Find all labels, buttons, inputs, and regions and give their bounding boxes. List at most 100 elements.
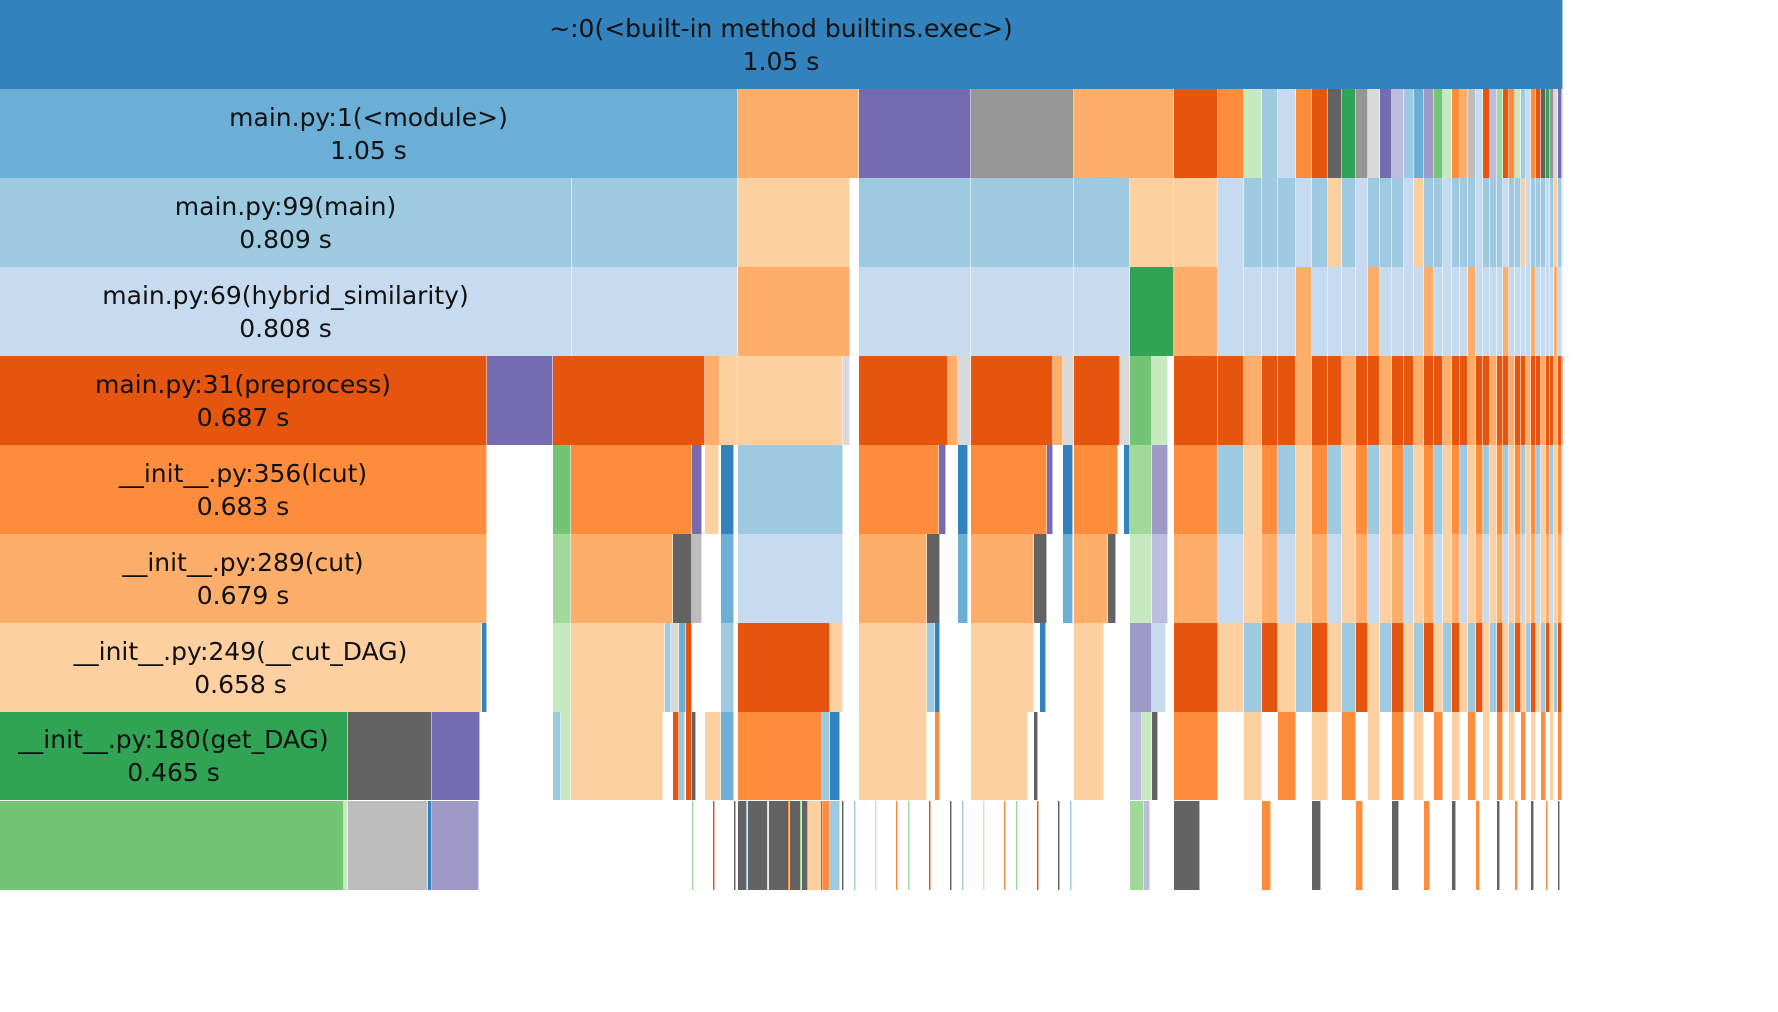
flame-frame[interactable] [1047, 445, 1053, 534]
flame-frame[interactable] [553, 534, 571, 623]
flame-frame[interactable] [1546, 267, 1550, 356]
flame-frame[interactable] [1554, 623, 1558, 712]
flame-frame[interactable] [1392, 356, 1404, 445]
flame-frame[interactable] [1443, 623, 1452, 712]
flame-frame[interactable] [1550, 178, 1554, 267]
flame-frame[interactable] [432, 801, 479, 890]
flame-frame[interactable] [971, 267, 1074, 356]
flame-frame[interactable] [1152, 534, 1168, 623]
flame-frame[interactable] [1562, 356, 1563, 445]
flame-frame[interactable] [1074, 89, 1174, 178]
flame-frame[interactable] [1460, 267, 1468, 356]
flame-frame[interactable] [1541, 712, 1546, 800]
flame-frame[interactable] [1483, 712, 1490, 800]
flame-frame[interactable] [1278, 623, 1296, 712]
flame-frame[interactable] [1468, 445, 1476, 534]
flame-frame[interactable] [800, 801, 802, 890]
flame-frame[interactable] [1452, 801, 1456, 890]
flame-frame[interactable] [971, 89, 1074, 178]
flame-frame[interactable] [1476, 267, 1483, 356]
flame-frame[interactable] [1356, 89, 1368, 178]
flame-frame[interactable] [1108, 534, 1116, 623]
flame-frame[interactable] [1497, 623, 1503, 712]
flame-frame[interactable] [1521, 712, 1526, 800]
flame-frame[interactable] [1434, 267, 1443, 356]
flame-frame[interactable] [1380, 356, 1392, 445]
flame-frame[interactable] [1546, 623, 1550, 712]
flame-frame[interactable] [1356, 267, 1368, 356]
flame-frame[interactable] [1312, 801, 1321, 890]
flame-frame[interactable] [1546, 178, 1550, 267]
flame-frame[interactable] [1328, 178, 1342, 267]
flame-frame[interactable] [1497, 267, 1503, 356]
flame-frame[interactable] [1380, 445, 1392, 534]
flame-frame[interactable] [348, 712, 432, 800]
flame-frame[interactable] [1312, 356, 1328, 445]
flame-frame[interactable] [0, 801, 344, 890]
frame-lcut[interactable]: __init__.py:356(lcut) 0.683 s [0, 445, 487, 534]
flame-frame[interactable] [692, 801, 694, 890]
flame-frame[interactable] [692, 534, 702, 623]
flame-frame[interactable] [1130, 801, 1144, 890]
flame-frame[interactable] [1404, 267, 1414, 356]
flame-frame[interactable] [1414, 712, 1424, 800]
flame-frame[interactable] [859, 445, 939, 534]
flame-frame[interactable] [1476, 445, 1483, 534]
flame-frame[interactable] [1503, 445, 1509, 534]
flame-frame[interactable] [1536, 445, 1541, 534]
flame-frame[interactable] [1452, 534, 1460, 623]
flame-frame[interactable] [1509, 445, 1515, 534]
flame-frame[interactable] [1483, 623, 1490, 712]
flame-frame[interactable] [1503, 356, 1509, 445]
flame-frame[interactable] [971, 623, 1034, 712]
flame-frame[interactable] [1541, 445, 1546, 534]
flame-frame[interactable] [1328, 445, 1342, 534]
flame-frame[interactable] [808, 801, 822, 890]
flame-frame[interactable] [1460, 623, 1468, 712]
flame-frame[interactable] [1550, 623, 1554, 712]
flame-frame[interactable] [1443, 178, 1452, 267]
flame-frame[interactable] [1312, 445, 1328, 534]
flame-frame[interactable] [1392, 267, 1404, 356]
flame-frame[interactable] [1380, 623, 1392, 712]
flame-frame[interactable] [1312, 178, 1328, 267]
flame-frame[interactable] [1296, 356, 1312, 445]
flame-frame[interactable] [1483, 178, 1490, 267]
flame-frame[interactable] [935, 623, 940, 712]
flame-frame[interactable] [1244, 178, 1262, 267]
flame-frame[interactable] [1546, 356, 1550, 445]
flame-frame[interactable] [1342, 623, 1356, 712]
flame-frame[interactable] [1460, 178, 1468, 267]
flame-frame[interactable] [1053, 356, 1063, 445]
flame-frame[interactable] [1476, 89, 1483, 178]
flame-frame[interactable] [1509, 712, 1515, 800]
flame-frame[interactable] [721, 623, 734, 712]
flame-frame[interactable] [1515, 178, 1521, 267]
flame-frame[interactable] [1443, 534, 1452, 623]
flame-frame[interactable] [1434, 712, 1443, 800]
flame-frame[interactable] [1120, 356, 1130, 445]
flame-frame[interactable] [1468, 712, 1476, 800]
flame-frame[interactable] [1392, 89, 1404, 178]
flame-frame[interactable] [1016, 801, 1018, 890]
flame-frame[interactable] [1244, 89, 1262, 178]
flame-frame[interactable] [571, 712, 663, 800]
flame-frame[interactable] [1244, 445, 1262, 534]
flame-frame[interactable] [971, 445, 1047, 534]
flame-frame[interactable] [1074, 178, 1130, 267]
flame-frame[interactable] [1550, 534, 1554, 623]
flame-frame[interactable] [859, 267, 971, 356]
flame-frame[interactable] [1546, 445, 1550, 534]
flame-frame[interactable] [1342, 534, 1356, 623]
flame-frame[interactable] [1509, 178, 1515, 267]
flame-frame[interactable] [830, 801, 840, 890]
flame-frame[interactable] [1142, 712, 1152, 800]
flame-frame[interactable] [1342, 178, 1356, 267]
flame-frame[interactable] [686, 623, 692, 712]
flame-frame[interactable] [1356, 445, 1368, 534]
flame-frame[interactable] [746, 801, 748, 890]
flame-frame[interactable] [705, 712, 721, 800]
flame-frame[interactable] [1550, 712, 1554, 800]
flame-frame[interactable] [721, 445, 734, 534]
flame-frame[interactable] [1380, 89, 1392, 178]
